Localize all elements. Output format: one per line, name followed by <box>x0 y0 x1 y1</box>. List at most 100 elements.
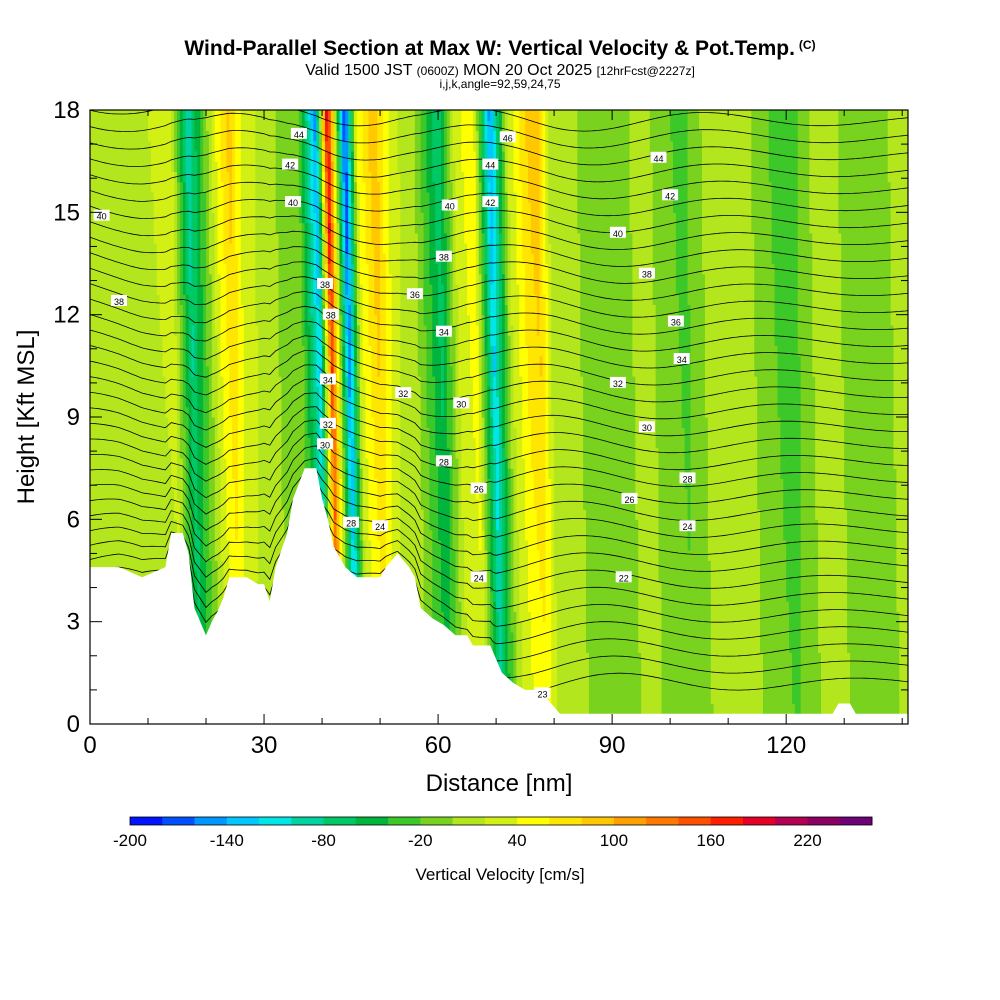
w-cell <box>133 314 138 326</box>
w-cell <box>206 509 210 520</box>
w-cell <box>171 304 175 316</box>
w-cell <box>200 396 204 408</box>
w-cell <box>237 570 242 582</box>
w-cell <box>232 140 236 152</box>
w-cell <box>98 222 103 234</box>
w-cell <box>200 365 204 377</box>
w-cell <box>110 529 114 541</box>
w-cell <box>156 529 161 541</box>
w-cell <box>165 253 169 265</box>
w-cell <box>214 273 219 285</box>
w-cell <box>110 355 114 367</box>
w-cell <box>197 498 201 510</box>
w-cell <box>156 417 161 428</box>
w-cell <box>104 191 108 203</box>
w-cell <box>101 488 106 500</box>
w-cell <box>110 150 114 162</box>
w-cell <box>145 529 149 541</box>
w-cell <box>226 437 230 449</box>
w-cell <box>136 304 140 316</box>
w-cell <box>142 457 146 469</box>
w-cell <box>148 529 152 541</box>
w-cell <box>127 355 132 367</box>
w-cell <box>165 273 169 285</box>
w-cell <box>139 314 143 326</box>
w-cell <box>217 580 222 592</box>
w-cell <box>237 314 242 326</box>
w-cell <box>162 396 167 408</box>
w-cell <box>113 304 117 316</box>
w-cell <box>226 110 230 121</box>
w-cell <box>220 365 225 377</box>
w-cell <box>153 519 158 531</box>
w-cell <box>200 611 204 623</box>
w-cell <box>220 488 225 500</box>
w-cell <box>168 396 172 408</box>
w-cell <box>92 161 97 172</box>
w-cell <box>240 498 245 510</box>
w-cell <box>217 130 222 142</box>
w-cell <box>127 376 132 387</box>
w-cell <box>177 335 181 346</box>
w-cell <box>119 560 123 572</box>
w-cell <box>237 478 242 490</box>
w-cell <box>188 191 193 203</box>
w-cell <box>142 120 146 132</box>
w-cell <box>98 294 103 306</box>
w-cell <box>95 110 100 121</box>
w-cell <box>179 396 184 408</box>
w-cell <box>232 150 236 162</box>
w-cell <box>191 191 196 203</box>
w-cell <box>95 386 100 398</box>
w-cell <box>110 243 114 254</box>
w-cell <box>232 386 236 398</box>
w-cell <box>98 376 103 387</box>
w-cell <box>177 457 181 469</box>
w-cell <box>171 498 175 510</box>
w-cell <box>211 539 216 551</box>
w-cell <box>208 110 213 121</box>
w-cell <box>185 283 190 295</box>
w-cell <box>145 345 149 357</box>
w-cell <box>119 457 123 469</box>
w-cell <box>185 498 190 510</box>
w-cell <box>217 560 222 572</box>
w-cell <box>217 191 222 203</box>
w-cell <box>110 222 114 234</box>
w-cell <box>232 550 236 561</box>
w-cell <box>226 427 230 439</box>
w-cell <box>197 263 201 275</box>
w-cell <box>174 437 178 449</box>
w-cell <box>101 171 106 183</box>
w-cell <box>174 376 178 387</box>
w-cell <box>145 212 149 224</box>
w-cell <box>90 202 94 213</box>
w-cell <box>220 437 225 449</box>
w-cell <box>206 283 210 295</box>
w-cell <box>159 294 164 306</box>
w-cell <box>90 396 94 408</box>
w-cell <box>177 110 181 121</box>
w-cell <box>104 509 108 520</box>
w-cell <box>104 110 108 121</box>
w-cell <box>162 437 167 449</box>
w-cell <box>104 161 108 172</box>
w-cell <box>142 447 146 459</box>
w-cell <box>206 324 210 336</box>
w-cell <box>98 386 103 398</box>
w-cell <box>179 365 184 377</box>
w-cell <box>217 110 222 121</box>
w-cell <box>203 150 207 162</box>
w-cell <box>182 335 187 346</box>
w-cell <box>95 304 100 316</box>
w-cell <box>98 550 103 561</box>
w-cell <box>182 396 187 408</box>
w-cell <box>220 590 225 602</box>
w-cell <box>237 386 242 398</box>
w-cell <box>220 273 225 285</box>
w-cell <box>110 447 114 459</box>
w-cell <box>211 140 216 152</box>
w-cell <box>165 283 169 295</box>
w-cell <box>200 468 204 479</box>
w-cell <box>211 529 216 541</box>
